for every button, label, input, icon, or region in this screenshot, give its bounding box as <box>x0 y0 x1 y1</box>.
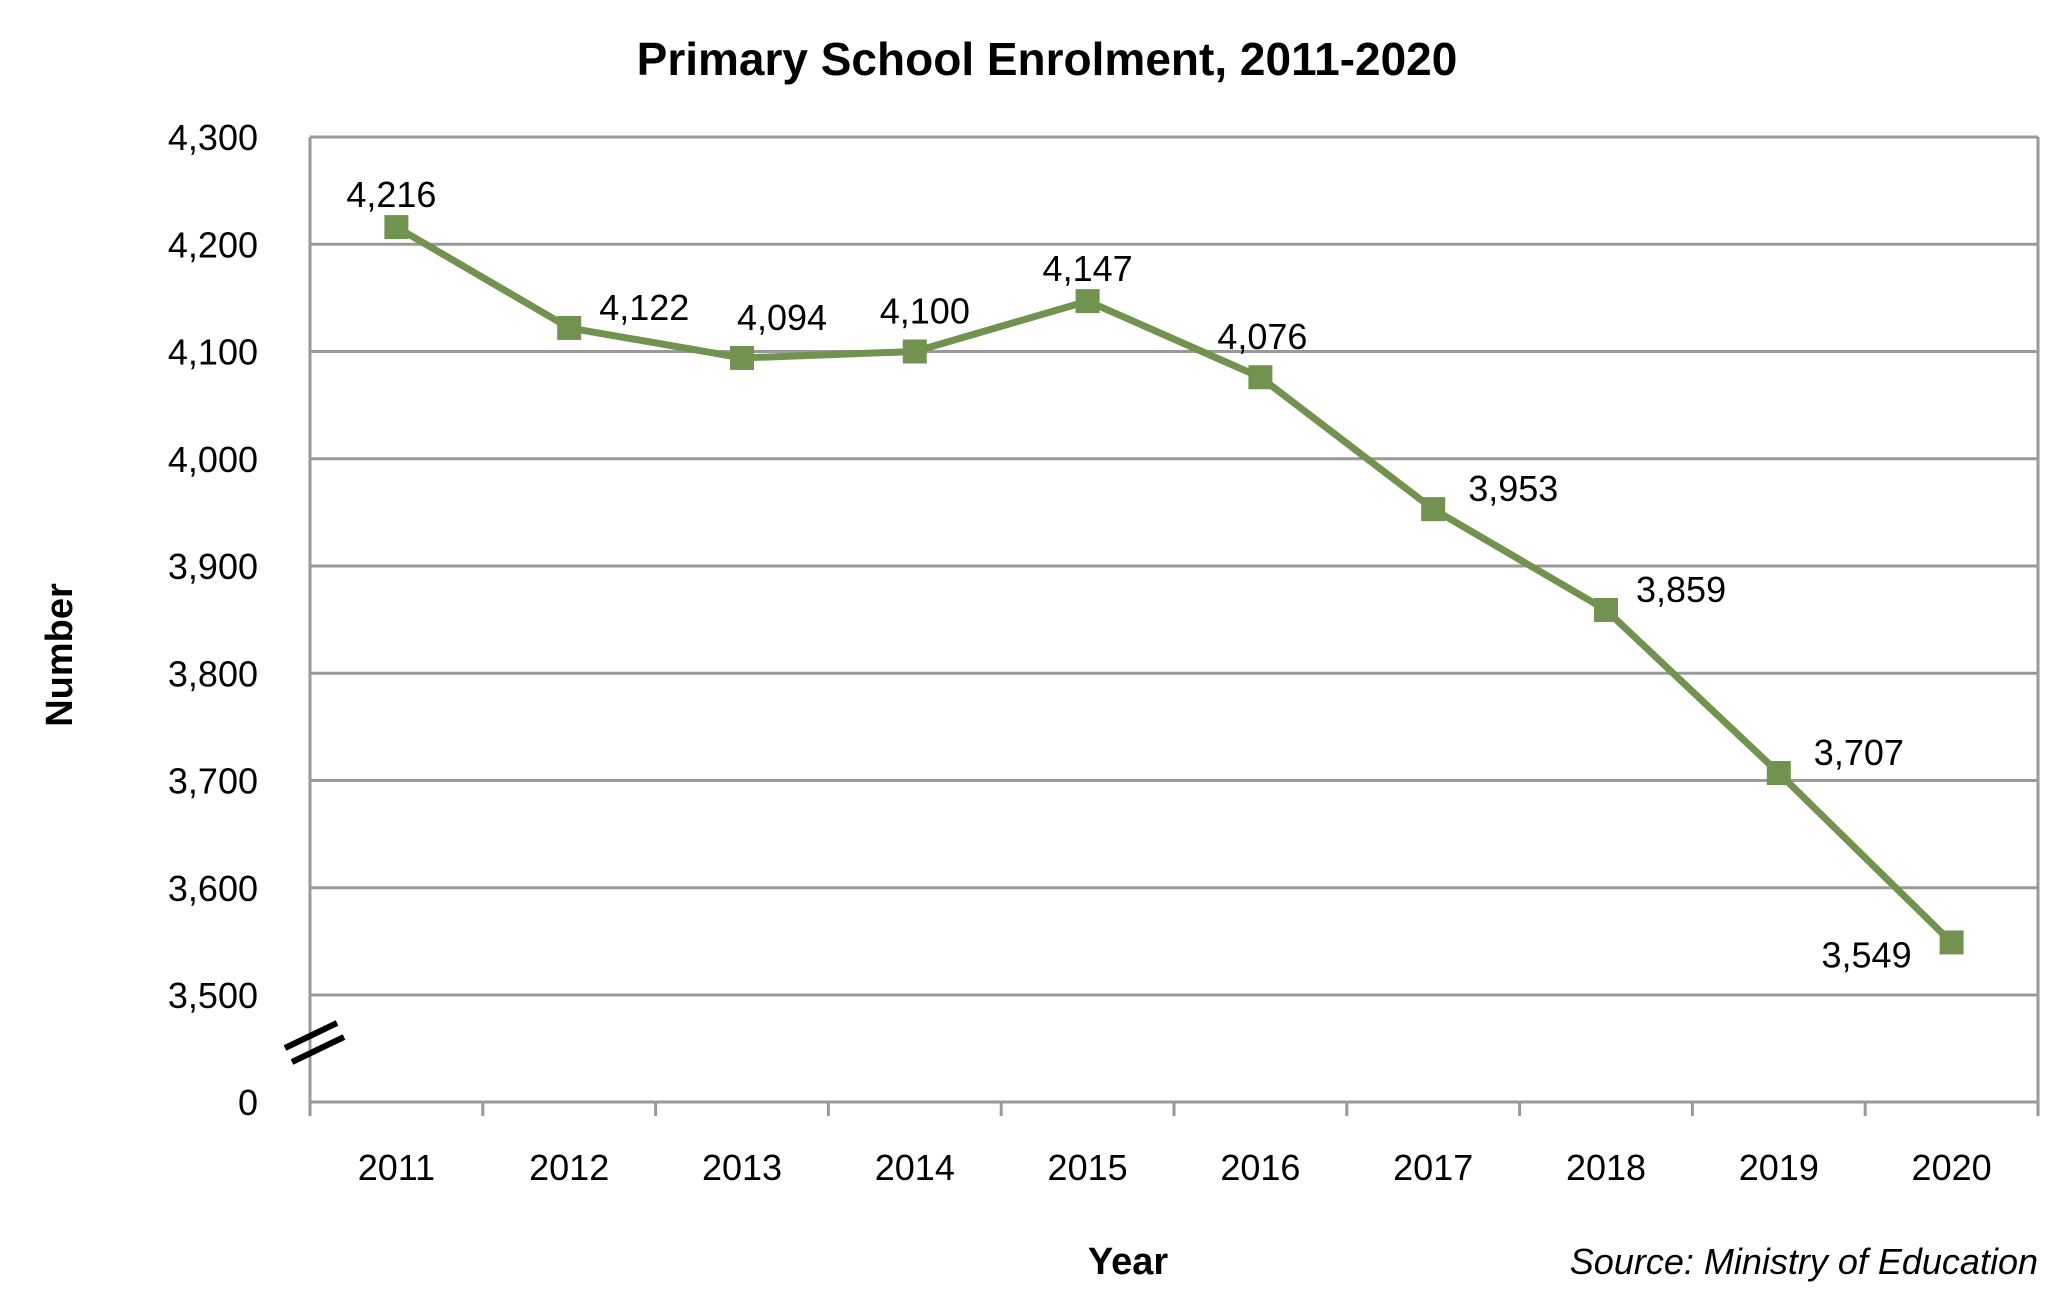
y-tick-label: 4,100 <box>168 332 258 373</box>
data-point-marker <box>1248 365 1273 390</box>
y-tick-label: 4,000 <box>168 439 258 480</box>
gridlines <box>308 135 2040 1104</box>
data-label: 4,100 <box>880 291 970 332</box>
data-label: 4,216 <box>346 174 436 215</box>
source-note: Source: Ministry of Education <box>1570 1241 2038 1282</box>
data-label: 3,953 <box>1468 468 1558 509</box>
data-point-marker <box>902 339 927 364</box>
data-labels: 4,216 4,122 4,094 4,100 4,147 4,076 3,953 3,859… <box>346 174 1911 975</box>
data-label: 3,549 <box>1822 934 1912 975</box>
series-line <box>394 224 1955 945</box>
data-label: 3,707 <box>1814 732 1904 773</box>
data-point-marker <box>1075 289 1100 314</box>
y-tick-label: 3,800 <box>168 653 258 694</box>
y-tick-label: 3,500 <box>168 975 258 1016</box>
y-tick-label-zero: 0 <box>238 1082 258 1123</box>
y-axis-ticks: 4,300 4,200 4,100 4,000 3,900 3,800 3,700 3,600… <box>168 117 258 1123</box>
x-tick-label: 2020 <box>1912 1147 1992 1188</box>
chart-title: Primary School Enrolment, 2011-2020 <box>637 33 1458 85</box>
x-tick-label: 2011 <box>358 1147 435 1188</box>
x-axis-label: Year <box>1088 1241 1169 1283</box>
series-enrolment <box>384 215 1964 955</box>
data-label: 4,122 <box>599 287 689 328</box>
data-point-marker <box>1766 760 1791 785</box>
x-tick-label: 2014 <box>875 1147 955 1188</box>
x-tick-label: 2017 <box>1393 1147 1473 1188</box>
data-point-marker <box>730 345 754 370</box>
data-point-marker <box>384 215 409 240</box>
data-label: 4,147 <box>1043 248 1133 289</box>
data-point-marker <box>1939 930 1964 955</box>
y-tick-label: 3,700 <box>168 761 258 802</box>
data-point-marker <box>1594 597 1618 622</box>
x-tick-label: 2019 <box>1739 1147 1819 1188</box>
data-label: 3,859 <box>1636 569 1726 610</box>
x-tick-label: 2016 <box>1220 1147 1300 1188</box>
data-label: 4,094 <box>737 297 827 338</box>
y-tick-label: 3,600 <box>168 868 258 909</box>
y-tick-label: 4,200 <box>168 224 258 265</box>
data-point-marker <box>1421 497 1446 522</box>
data-point-marker <box>557 315 582 340</box>
x-tick-label: 2015 <box>1048 1147 1128 1188</box>
x-axis-ticks: 2011 2012 2013 2014 2015 2016 2017 2018 2019 2020 <box>308 1102 2040 1188</box>
x-tick-label: 2013 <box>702 1147 782 1188</box>
x-tick-label: 2018 <box>1566 1147 1646 1188</box>
y-tick-label: 3,900 <box>168 546 258 587</box>
x-tick-label: 2012 <box>529 1147 609 1188</box>
axis-break-icon <box>283 1020 346 1065</box>
y-axis-label: Number <box>39 583 81 727</box>
y-tick-label: 4,300 <box>168 117 258 158</box>
data-label: 4,076 <box>1217 316 1307 357</box>
